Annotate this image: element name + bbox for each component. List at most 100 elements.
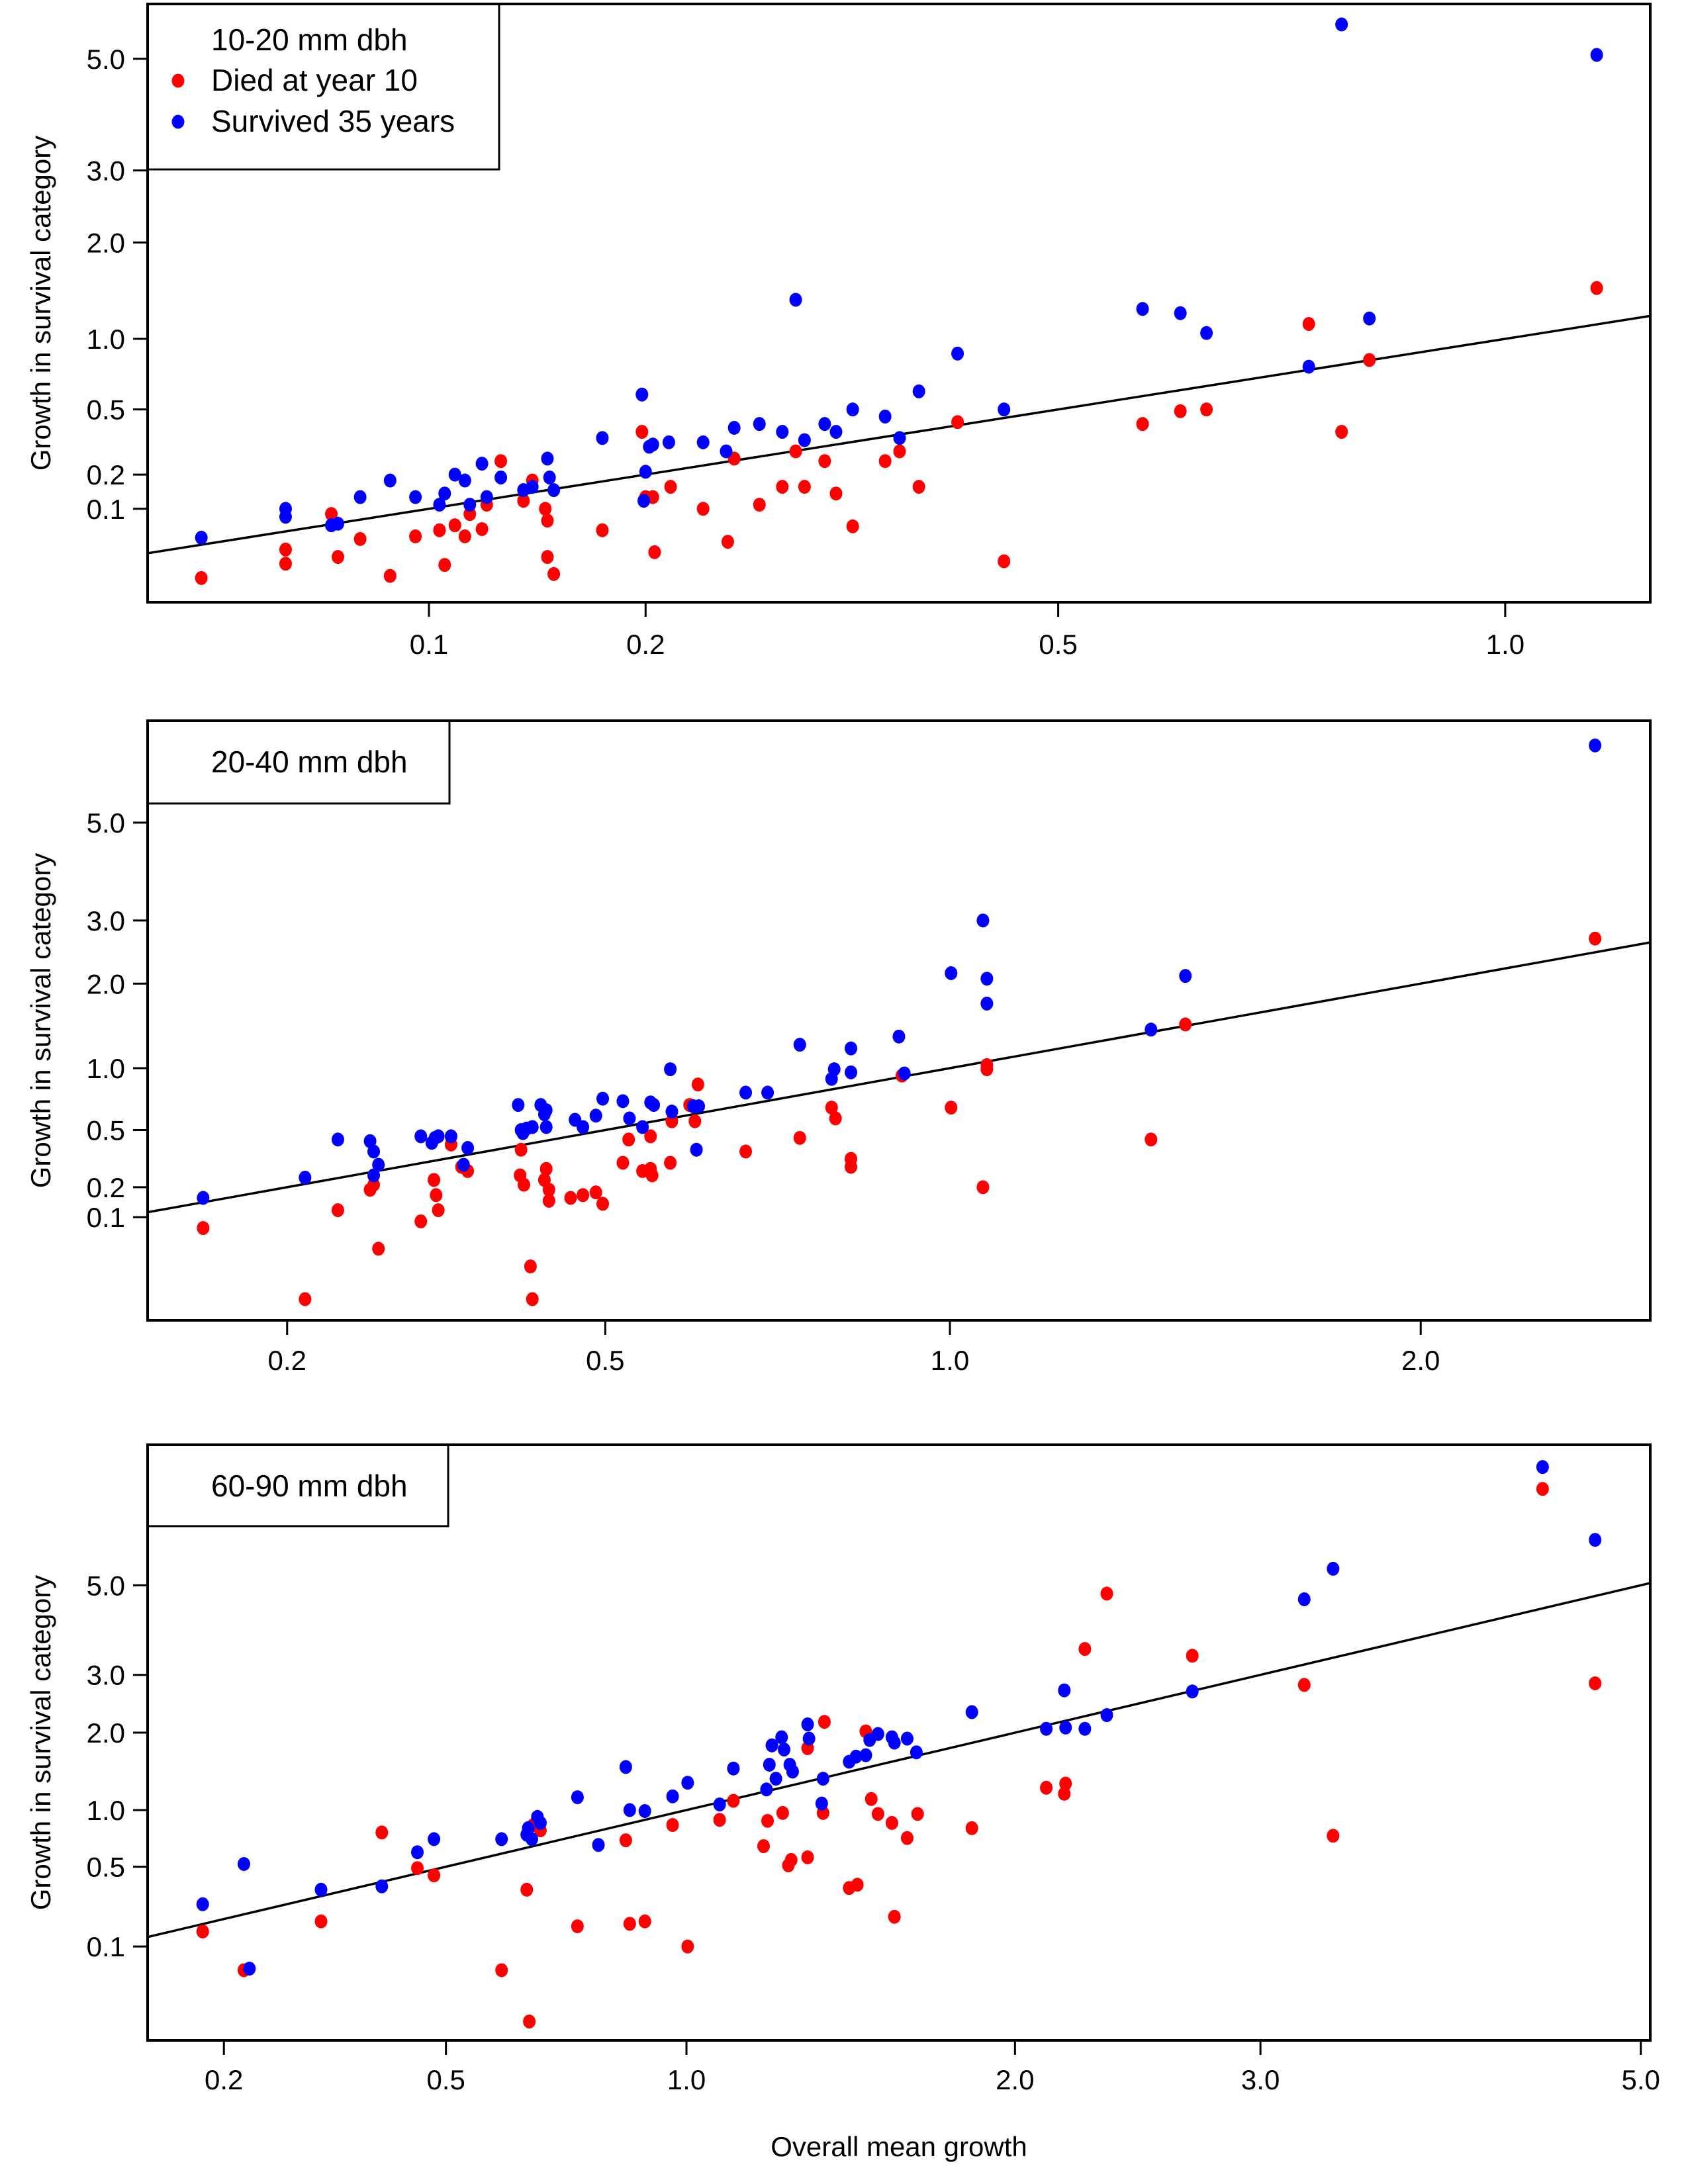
- point-died: [542, 1193, 555, 1208]
- point-survived: [1100, 1708, 1113, 1723]
- point-survived: [763, 1757, 776, 1772]
- point-died: [448, 518, 461, 533]
- point-died: [571, 1919, 584, 1934]
- point-died: [757, 1839, 770, 1853]
- point-died: [644, 1129, 657, 1144]
- point-died: [196, 1924, 209, 1938]
- point-died: [776, 480, 789, 494]
- point-died: [688, 1114, 702, 1128]
- point-died: [495, 1963, 508, 1978]
- point-survived: [539, 1103, 553, 1117]
- point-died: [372, 1242, 385, 1256]
- point-died: [1335, 424, 1348, 439]
- point-survived: [1589, 738, 1602, 752]
- y-tick-label: 0.5: [87, 394, 125, 426]
- x-tick-label: 0.2: [268, 1345, 306, 1376]
- point-survived: [900, 1731, 914, 1746]
- series-survived: [196, 1460, 1602, 1976]
- point-died: [541, 514, 554, 528]
- point-survived: [589, 1109, 602, 1123]
- point-died: [721, 535, 734, 549]
- point-survived: [543, 470, 556, 484]
- point-survived: [623, 1111, 636, 1126]
- point-died: [514, 1142, 528, 1157]
- point-survived: [910, 1745, 923, 1760]
- x-tick-label: 2.0: [996, 2064, 1034, 2095]
- point-survived: [461, 1141, 475, 1156]
- point-survived: [980, 996, 994, 1011]
- point-died: [616, 1156, 630, 1170]
- point-died: [564, 1191, 577, 1205]
- point-survived: [1363, 311, 1376, 326]
- plot-frame: [146, 3, 1652, 604]
- point-died: [619, 1833, 632, 1848]
- legend-title: 20-40 mm dbh: [211, 745, 408, 779]
- point-survived: [727, 1761, 740, 1776]
- point-died: [494, 454, 508, 469]
- point-survived: [998, 402, 1011, 417]
- y-tick-label: 2.0: [87, 968, 125, 999]
- point-survived: [495, 1832, 508, 1846]
- point-died: [542, 1183, 555, 1197]
- point-died: [1040, 1780, 1053, 1795]
- point-died: [761, 1813, 774, 1828]
- point-died: [1186, 1649, 1199, 1663]
- plot-area: [148, 1460, 1650, 2028]
- point-survived: [522, 1821, 535, 1835]
- point-died: [1078, 1642, 1092, 1657]
- point-survived: [480, 490, 493, 504]
- series-survived: [197, 738, 1602, 1205]
- y-tick-label: 5.0: [87, 44, 125, 75]
- reference-line-1-to-1: [148, 1582, 1650, 1938]
- point-survived: [432, 1129, 445, 1144]
- point-died: [526, 1292, 539, 1306]
- legend-entry-label: Died at year 10: [211, 63, 418, 97]
- point-died: [596, 523, 609, 537]
- point-survived: [816, 1772, 829, 1786]
- point-survived: [639, 465, 652, 479]
- point-died: [195, 570, 208, 585]
- panel-10-20mm: 0.1 0.2 0.5 1.0 2.0 3.0 5.0 0.1 0.2 0.5 1.0 Growth …: [25, 3, 1652, 660]
- point-died: [784, 1852, 798, 1867]
- point-died: [727, 1794, 740, 1808]
- point-died: [878, 454, 892, 469]
- point-survived: [898, 1066, 911, 1081]
- point-died: [428, 1173, 441, 1187]
- point-died: [691, 1077, 704, 1092]
- point-died: [846, 519, 859, 533]
- point-survived: [196, 1897, 209, 1911]
- point-died: [998, 554, 1011, 569]
- point-died: [645, 1168, 659, 1183]
- point-died: [865, 1792, 878, 1806]
- point-survived: [409, 490, 422, 504]
- point-survived: [475, 457, 489, 471]
- point-survived: [775, 1730, 788, 1745]
- point-survived: [912, 384, 925, 398]
- point-died: [664, 480, 677, 494]
- point-died: [911, 1807, 924, 1821]
- y-axis-title: Growth in survival category: [25, 136, 56, 471]
- legend: 20-40 mm dbh: [146, 719, 451, 805]
- point-survived: [965, 1705, 978, 1719]
- point-survived: [494, 470, 508, 484]
- point-survived: [1327, 1561, 1340, 1576]
- point-died: [1059, 1776, 1072, 1791]
- point-died: [432, 1203, 445, 1218]
- point-survived: [980, 972, 994, 986]
- point-survived: [727, 420, 741, 435]
- point-died: [1200, 402, 1213, 417]
- point-survived: [1590, 48, 1603, 62]
- point-died: [976, 1180, 990, 1195]
- point-survived: [976, 913, 990, 928]
- point-survived: [1136, 302, 1149, 316]
- point-survived: [534, 1815, 547, 1830]
- point-died: [524, 1259, 537, 1274]
- y-tick-label: 0.5: [87, 1115, 125, 1146]
- plot-frame: [146, 1443, 1652, 2042]
- y-tick-label: 1.0: [87, 1795, 125, 1826]
- y-axis-title: Growth in survival category: [25, 853, 56, 1189]
- point-survived: [739, 1085, 753, 1100]
- y-tick-label: 1.0: [87, 324, 125, 355]
- point-survived: [197, 1191, 210, 1205]
- point-survived: [1059, 1720, 1072, 1735]
